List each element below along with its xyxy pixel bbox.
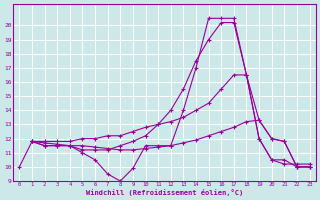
X-axis label: Windchill (Refroidissement éolien,°C): Windchill (Refroidissement éolien,°C): [86, 189, 243, 196]
